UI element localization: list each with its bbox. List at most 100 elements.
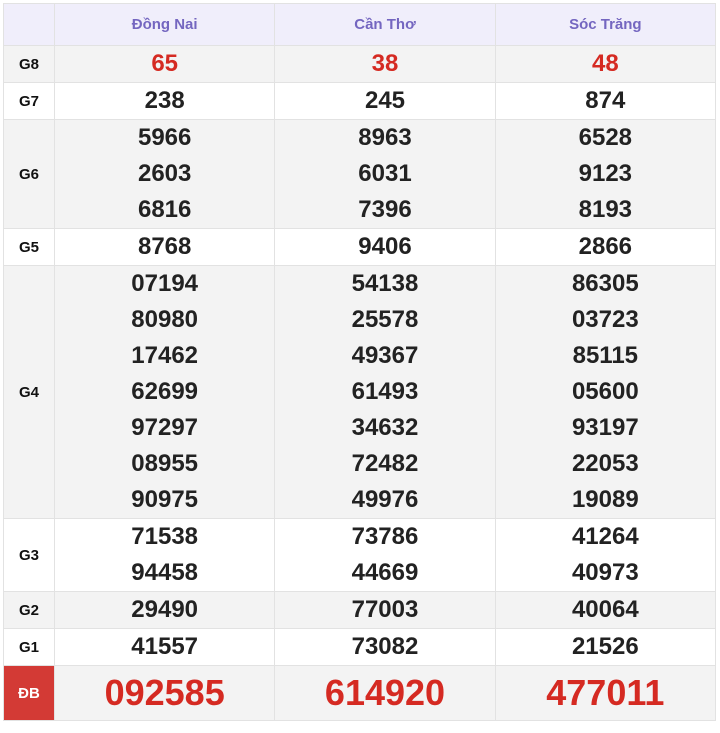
prize-row: G1 41557 73082 21526 (3, 628, 717, 666)
prize-number: 44669 (351, 559, 419, 586)
prize-number: 8193 (578, 196, 633, 223)
prize-number: 86305 (571, 270, 639, 297)
prize-cell: 29490 (53, 591, 276, 629)
prize-number: 07194 (131, 270, 199, 297)
prize-row: G6 5966 2603 6816 8963 6031 7396 6528 9123 8193 (3, 119, 717, 229)
column-header: Đồng Nai (53, 3, 276, 46)
prize-row: G8 65 38 48 (3, 45, 717, 83)
prize-number: 614920 (324, 672, 446, 713)
prize-label: G8 (3, 45, 55, 83)
prize-number: 5966 (137, 124, 192, 151)
prize-cell: 73786 44669 (274, 518, 496, 592)
prize-number: 73786 (351, 523, 419, 550)
corner (3, 3, 55, 46)
prize-number: 6031 (358, 160, 412, 187)
prize-cell: 614920 (274, 665, 496, 721)
prize-number: 73082 (351, 633, 419, 660)
column-header: Cần Thơ (274, 3, 496, 46)
prize-number: 08955 (131, 450, 199, 477)
prize-label: G6 (3, 119, 55, 229)
prize-number: 9123 (578, 160, 633, 187)
prize-number: 41264 (571, 523, 639, 550)
prize-label: G1 (3, 628, 55, 666)
prize-row: G3 71538 94458 73786 44669 41264 40973 (3, 518, 717, 592)
prize-number: 71538 (131, 523, 199, 550)
header-row: Đồng Nai Cần Thơ Sóc Trăng (3, 3, 717, 46)
prize-number: 34632 (351, 414, 419, 441)
prize-row: G5 8768 9406 2866 (3, 228, 717, 266)
prize-number: 9406 (358, 233, 412, 260)
prize-number: 874 (585, 87, 626, 114)
prize-cell: 092585 (53, 665, 276, 721)
prize-label: ĐB (3, 665, 55, 721)
prize-cell: 41557 (53, 628, 276, 666)
prize-number: 40973 (571, 559, 639, 586)
prize-number: 2603 (137, 160, 192, 187)
prize-number: 03723 (571, 306, 639, 333)
prize-number: 245 (364, 87, 406, 114)
prize-number: 77003 (351, 596, 419, 623)
prize-number: 49367 (351, 342, 419, 369)
prize-number: 65 (151, 50, 179, 77)
prize-number: 8963 (358, 124, 412, 151)
prize-number: 54138 (351, 270, 419, 297)
prize-label: G3 (3, 518, 55, 592)
prize-cell: 07194 80980 17462 62699 97297 08955 90975 (53, 265, 276, 519)
prize-number: 7396 (358, 196, 412, 223)
prize-cell: 21526 (494, 628, 717, 666)
prize-cell: 38 (274, 45, 496, 83)
page: {"table": { "columns": ["Đồng Nai", "Cần… (0, 3, 720, 733)
prize-cell: 77003 (274, 591, 496, 629)
prize-cell: 8963 6031 7396 (274, 119, 496, 229)
prize-row: ĐB 092585 614920 477011 (3, 665, 717, 721)
prize-cell: 2866 (494, 228, 717, 266)
prize-cell: 86305 03723 85115 05600 93197 22053 19089 (494, 265, 717, 519)
prize-number: 85115 (572, 342, 639, 369)
column-header: Sóc Trăng (494, 3, 717, 46)
prize-number: 97297 (131, 414, 199, 441)
prize-cell: 73082 (274, 628, 496, 666)
prize-number: 41557 (131, 633, 199, 660)
prize-number: 93197 (571, 414, 639, 441)
prize-cell: 5966 2603 6816 (53, 119, 276, 229)
prize-number: 61493 (351, 378, 419, 405)
prize-cell: 41264 40973 (494, 518, 717, 592)
prize-cell: 8768 (53, 228, 276, 266)
prize-cell: 245 (274, 82, 496, 120)
results-table: Đồng Nai Cần Thơ Sóc Trăng G8 65 38 48 G7 238 24… (3, 3, 717, 721)
prize-number: 6528 (578, 124, 633, 151)
prize-number: 2866 (578, 233, 633, 260)
prize-cell: 477011 (494, 665, 717, 721)
prize-number: 05600 (571, 378, 639, 405)
prize-number: 40064 (571, 596, 639, 623)
prize-number: 80980 (131, 306, 199, 333)
prize-number: 19089 (571, 486, 639, 513)
prize-number: 49976 (351, 486, 419, 513)
prize-number: 29490 (131, 596, 199, 623)
prize-number: 25578 (351, 306, 419, 333)
prize-cell: 9406 (274, 228, 496, 266)
prize-label: G7 (3, 82, 55, 120)
prize-cell: 54138 25578 49367 61493 34632 72482 49976 (274, 265, 496, 519)
prize-number: 94458 (131, 559, 199, 586)
prize-number: 90975 (131, 486, 199, 513)
prize-number: 22053 (571, 450, 639, 477)
prize-number: 62699 (131, 378, 199, 405)
prize-row: G7 238 245 874 (3, 82, 717, 120)
prize-cell: 71538 94458 (53, 518, 276, 592)
prize-number: 38 (371, 50, 399, 77)
prize-number: 238 (144, 87, 185, 114)
prize-number: 48 (591, 50, 619, 77)
prize-number: 477011 (546, 672, 665, 713)
prize-cell: 238 (53, 82, 276, 120)
prize-label: G4 (3, 265, 55, 519)
prize-row: G2 29490 77003 40064 (3, 591, 717, 629)
prize-cell: 6528 9123 8193 (494, 119, 717, 229)
prize-number: 8768 (137, 233, 192, 260)
prize-cell: 48 (494, 45, 717, 83)
prize-row: G4 07194 80980 17462 62699 97297 08955 90975 541… (3, 265, 717, 519)
prize-cell: 874 (494, 82, 717, 120)
prize-number: 17462 (131, 342, 199, 369)
prize-number: 72482 (351, 450, 419, 477)
prize-number: 21526 (571, 633, 639, 660)
